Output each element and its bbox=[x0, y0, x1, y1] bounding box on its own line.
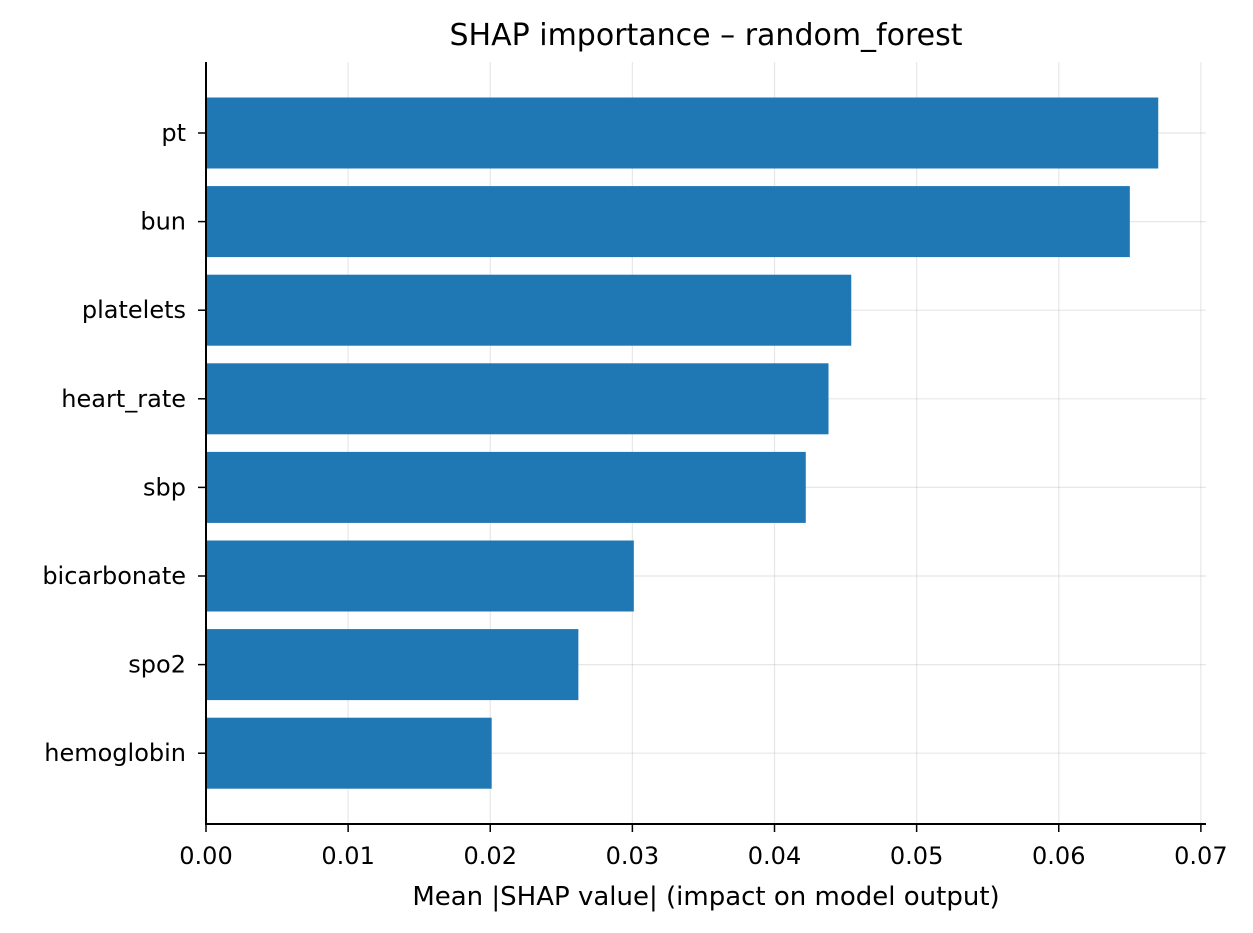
bar-hemoglobin bbox=[206, 717, 492, 789]
y-tick-label-heart_rate: heart_rate bbox=[61, 385, 186, 413]
y-tick-label-platelets: platelets bbox=[82, 296, 186, 324]
x-tick-label-1: 0.01 bbox=[321, 842, 374, 870]
chart-title: SHAP importance – random_forest bbox=[449, 18, 962, 53]
x-tick-label-3: 0.03 bbox=[606, 842, 659, 870]
grid-lines bbox=[205, 62, 1206, 824]
axes bbox=[205, 62, 1206, 825]
bar-sbp bbox=[206, 451, 806, 523]
bar-bicarbonate bbox=[206, 540, 634, 612]
y-tick-label-sbp: sbp bbox=[143, 473, 186, 501]
x-tick-label-5: 0.05 bbox=[890, 842, 943, 870]
bar-bun bbox=[206, 186, 1130, 258]
x-tick-label-2: 0.02 bbox=[464, 842, 517, 870]
bar-heart_rate bbox=[206, 363, 829, 435]
y-tick-label-spo2: spo2 bbox=[128, 651, 186, 679]
bar-platelets bbox=[206, 274, 852, 346]
y-tick-label-bun: bun bbox=[140, 208, 186, 236]
bar-spo2 bbox=[206, 629, 579, 701]
x-tick-label-0: 0.00 bbox=[179, 842, 232, 870]
x-axis-label: Mean |SHAP value| (impact on model outpu… bbox=[412, 882, 999, 912]
bar-pt bbox=[206, 97, 1159, 169]
x-ticks: 0.00 0.01 0.02 0.03 0.04 0.05 0.06 0.07 bbox=[179, 824, 1228, 870]
bars bbox=[206, 97, 1159, 789]
x-tick-label-7: 0.07 bbox=[1174, 842, 1227, 870]
y-tick-label-hemoglobin: hemoglobin bbox=[44, 739, 186, 767]
y-tick-label-pt: pt bbox=[161, 119, 186, 147]
y-tick-label-bicarbonate: bicarbonate bbox=[42, 562, 186, 590]
x-tick-label-4: 0.04 bbox=[748, 842, 801, 870]
x-tick-label-6: 0.06 bbox=[1032, 842, 1085, 870]
